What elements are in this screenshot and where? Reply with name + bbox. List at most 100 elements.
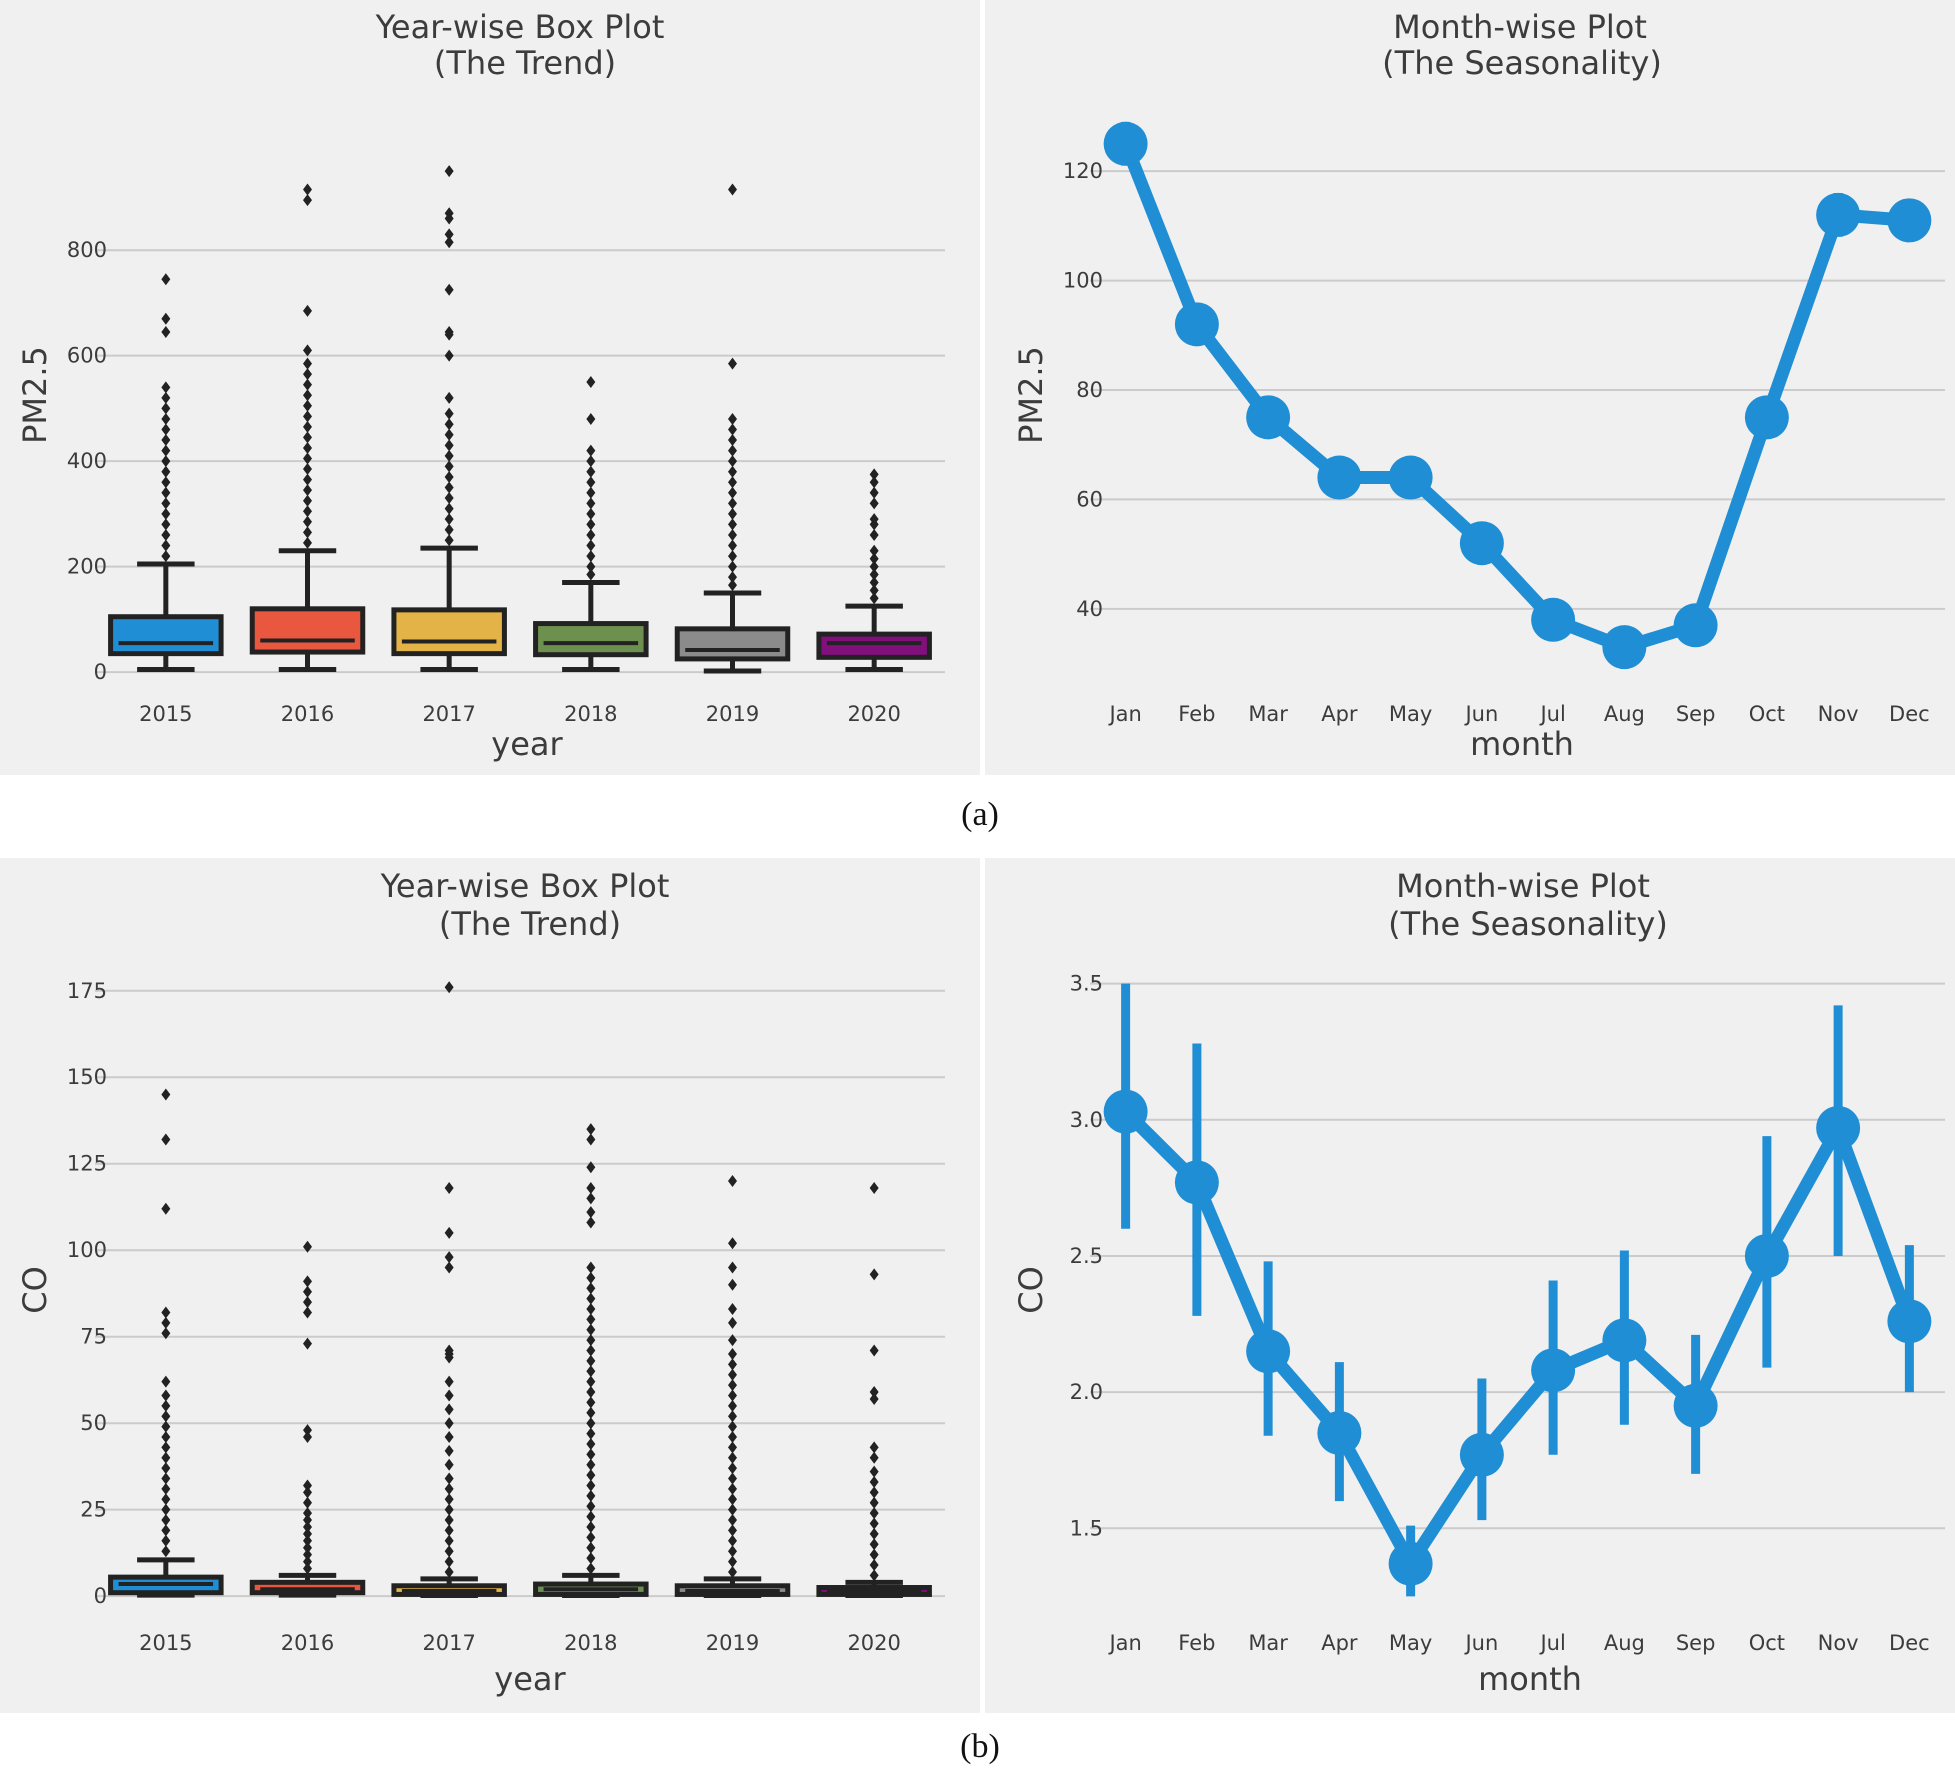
- outlier-point: [303, 357, 312, 370]
- outlier-point: [444, 228, 454, 241]
- outlier-point: [586, 528, 596, 541]
- outlier-point: [444, 325, 454, 338]
- y-tick-label: 3.0: [1070, 1108, 1103, 1132]
- chart-title: Month-wise Plot: [1396, 867, 1650, 905]
- y-tick-label: 150: [67, 1065, 107, 1089]
- outlier-point: [161, 1493, 171, 1506]
- x-tick-label: Apr: [1321, 702, 1358, 726]
- outlier-point: [586, 1344, 596, 1357]
- outlier-point: [869, 1527, 879, 1540]
- outlier-point: [586, 1123, 596, 1136]
- outlier-point: [161, 1451, 171, 1464]
- outlier-point: [303, 484, 312, 497]
- outlier-point: [728, 579, 737, 592]
- outlier-point: [728, 571, 737, 584]
- box-iqr: [816, 631, 932, 660]
- outlier-point: [161, 476, 171, 489]
- outlier-point: [303, 1520, 312, 1533]
- outlier-point: [444, 523, 454, 536]
- outlier-point: [869, 1392, 879, 1405]
- outlier-point: [869, 1465, 879, 1478]
- pm25-monthwise-plot: 40 60 80 100 120 Jan Feb Mar Apr May Jun Jul Aug Sep O…: [985, 0, 1955, 775]
- outlier-point: [728, 1368, 737, 1381]
- outlier-point: [869, 1386, 879, 1399]
- x-tick-label: Jan: [1107, 1631, 1141, 1655]
- outlier-point: [444, 470, 454, 483]
- x-tick-label: Sep: [1676, 1631, 1716, 1655]
- box-2018: [533, 376, 649, 672]
- outlier-point: [161, 1472, 171, 1485]
- outlier-point: [728, 1348, 737, 1360]
- outlier-point: [728, 183, 737, 196]
- outlier-point: [586, 1192, 596, 1205]
- box-2017: [391, 165, 507, 672]
- outlier-point: [161, 1545, 171, 1558]
- x-tick-label: Aug: [1604, 1631, 1645, 1655]
- x-tick-label: Dec: [1889, 1631, 1930, 1655]
- outlier-point: [586, 1216, 596, 1229]
- outlier-point: [586, 412, 596, 425]
- box-2016: [249, 183, 366, 672]
- outlier-point: [161, 391, 171, 404]
- outlier-point: [869, 528, 879, 541]
- outlier-point: [586, 550, 596, 563]
- outlier-point: [444, 1472, 454, 1485]
- data-point-Mar: [1246, 395, 1291, 440]
- outlier-point: [586, 1334, 596, 1347]
- data-point-Sep: [1673, 603, 1718, 648]
- box-2016: [249, 1240, 366, 1598]
- outlier-point: [444, 981, 454, 994]
- outlier-point: [728, 444, 737, 457]
- caption-a: (a): [961, 796, 999, 833]
- outlier-point: [586, 1271, 596, 1284]
- outlier-point: [303, 389, 312, 402]
- outlier-point: [303, 183, 312, 196]
- outlier-point: [728, 1303, 737, 1316]
- outlier-point: [161, 455, 171, 468]
- outlier-point: [444, 1417, 454, 1430]
- data-point-Nov: [1816, 192, 1861, 237]
- outlier-point: [869, 584, 879, 597]
- outlier-point: [444, 1181, 454, 1194]
- outlier-point: [869, 486, 879, 499]
- outlier-point: [161, 1524, 171, 1537]
- outlier-point: [869, 1507, 879, 1520]
- outlier-point: [728, 1399, 737, 1412]
- outlier-point: [161, 1441, 171, 1454]
- x-tick-label: 2019: [706, 702, 759, 726]
- outlier-point: [444, 1482, 454, 1495]
- outlier-point: [728, 1524, 737, 1537]
- outlier-point: [303, 463, 312, 476]
- y-tick-label: 100: [1063, 269, 1103, 293]
- outlier-point: [586, 1313, 596, 1326]
- outlier-point: [303, 1431, 312, 1444]
- outlier-point: [161, 273, 171, 286]
- x-tick-label: Feb: [1178, 1631, 1215, 1655]
- outlier-point: [869, 497, 879, 510]
- y-tick-label: 75: [80, 1325, 107, 1349]
- outlier-point: [161, 465, 171, 478]
- outlier-point: [303, 1514, 312, 1527]
- data-point-Jul: [1531, 1348, 1576, 1393]
- x-tick-label: Jul: [1538, 702, 1565, 726]
- outlier-point: [303, 1534, 312, 1547]
- outlier-point: [869, 568, 879, 581]
- outlier-point: [728, 1451, 737, 1464]
- outlier-point: [586, 1489, 596, 1502]
- outlier-point: [161, 402, 171, 415]
- outlier-point: [303, 399, 312, 412]
- x-tick-label: 2017: [422, 1631, 475, 1655]
- outlier-point: [586, 465, 596, 478]
- x-tick-label: 2016: [281, 1631, 334, 1655]
- outlier-point: [586, 376, 596, 389]
- outlier-point: [444, 391, 454, 404]
- outlier-point: [728, 1514, 737, 1527]
- outlier-point: [444, 1514, 454, 1527]
- outlier-point: [161, 444, 171, 457]
- outlier-point: [869, 1569, 879, 1582]
- outlier-point: [303, 1496, 312, 1509]
- outlier-point: [303, 441, 312, 454]
- outlier-point: [444, 513, 454, 526]
- y-tick-label: 120: [1063, 159, 1103, 183]
- outlier-point: [586, 1500, 596, 1513]
